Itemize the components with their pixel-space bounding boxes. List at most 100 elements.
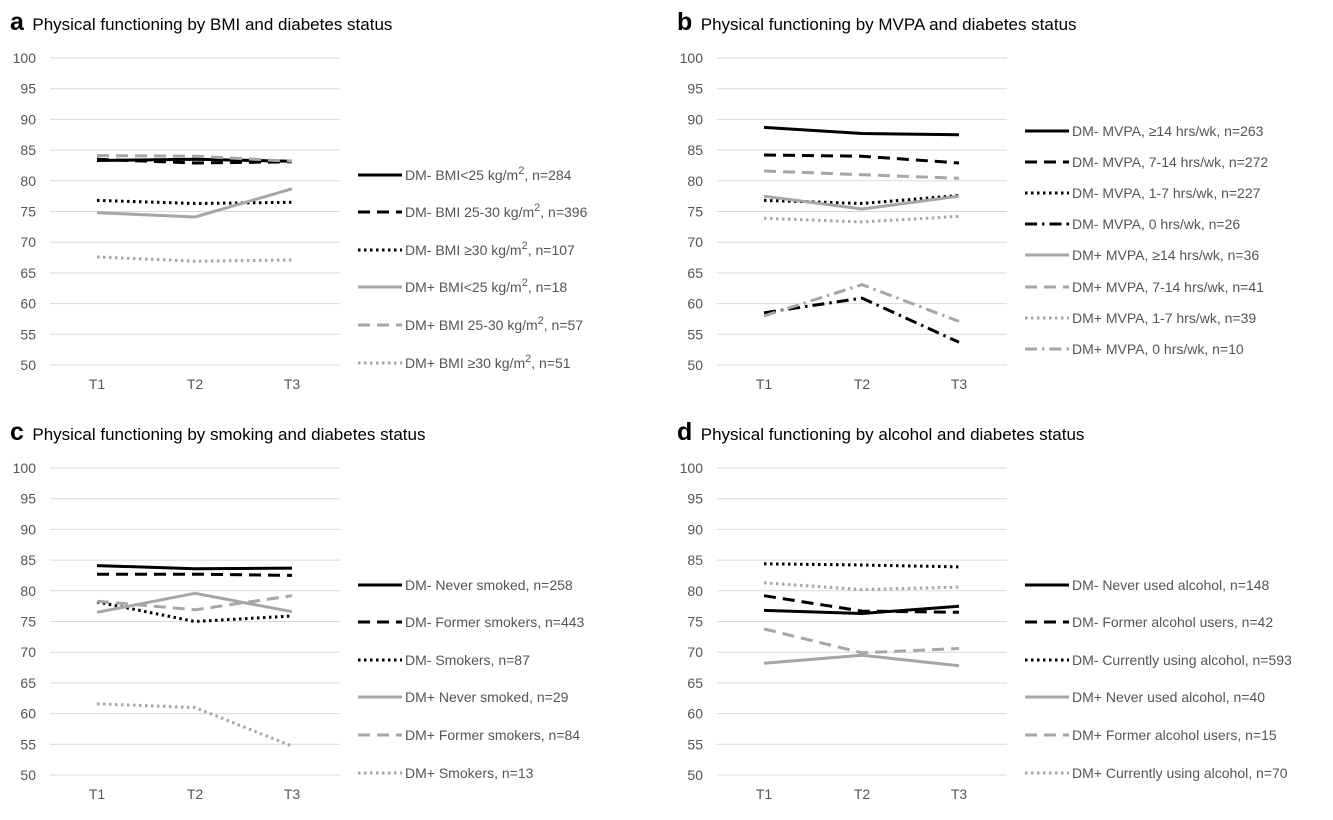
x-tick-label: T2	[854, 376, 871, 392]
series-line	[763, 627, 960, 655]
series-line	[763, 214, 960, 224]
y-tick-label: 100	[680, 460, 704, 476]
legend-item: DM- Former alcohol users, n=42	[1025, 614, 1273, 630]
series-line	[96, 594, 293, 612]
legend-item: DM+ Currently using alcohol, n=70	[1025, 765, 1288, 781]
legend-label: DM- BMI ≥30 kg/m2, n=107	[405, 240, 575, 258]
y-tick-label: 90	[687, 111, 703, 127]
y-tick-label: 75	[687, 614, 703, 630]
y-tick-label: 95	[20, 491, 36, 507]
chart-title: Physical functioning by smoking and diab…	[32, 425, 426, 444]
legend-label: DM+ MVPA, 1-7 hrs/wk, n=39	[1072, 310, 1256, 326]
x-tick-label: T2	[187, 786, 204, 802]
chart-title: Physical functioning by MVPA and diabete…	[700, 15, 1077, 34]
y-tick-label: 100	[13, 50, 37, 66]
y-tick-label: 55	[20, 326, 36, 342]
legend-label: DM+ BMI<25 kg/m2, n=18	[405, 277, 567, 295]
legend-item: DM- Never smoked, n=258	[358, 577, 573, 593]
y-tick-label: 80	[687, 173, 703, 189]
legend-label: DM- Never smoked, n=258	[405, 577, 573, 593]
legend-label: DM- MVPA, 0 hrs/wk, n=26	[1072, 216, 1240, 232]
series-line	[763, 125, 960, 137]
panel-heading: b Physical functioning by MVPA and diabe…	[677, 8, 1077, 37]
y-tick-label: 80	[20, 173, 36, 189]
legend-label: DM- Smokers, n=87	[405, 652, 530, 668]
legend-item: DM- MVPA, ≥14 hrs/wk, n=263	[1025, 123, 1264, 139]
legend-item: DM+ MVPA, 0 hrs/wk, n=10	[1025, 341, 1244, 357]
panel-letter: b	[677, 8, 693, 36]
legend-item: DM+ BMI ≥30 kg/m2, n=51	[358, 353, 571, 371]
y-tick-label: 85	[687, 552, 703, 568]
y-tick-label: 55	[20, 736, 36, 752]
series-line	[763, 283, 960, 323]
legend-item: DM+ MVPA, 7-14 hrs/wk, n=41	[1025, 279, 1264, 295]
y-tick-label: 100	[13, 460, 37, 476]
x-tick-label: T2	[187, 376, 204, 392]
y-tick-label: 75	[687, 204, 703, 220]
series-line	[97, 572, 293, 577]
legend-item: DM+ Former smokers, n=84	[358, 727, 580, 743]
x-tick-label: T3	[284, 376, 301, 392]
y-tick-label: 60	[20, 706, 36, 722]
legend-label: DM+ BMI ≥30 kg/m2, n=51	[405, 353, 571, 371]
panel-letter: d	[677, 418, 693, 446]
legend-item: DM- MVPA, 1-7 hrs/wk, n=227	[1025, 185, 1261, 201]
legend-item: DM+ MVPA, ≥14 hrs/wk, n=36	[1025, 247, 1259, 263]
y-tick-label: 65	[20, 265, 36, 281]
panel-heading: c Physical functioning by smoking and di…	[10, 418, 425, 447]
legend-item: DM- MVPA, 7-14 hrs/wk, n=272	[1025, 154, 1268, 170]
y-tick-label: 90	[20, 111, 36, 127]
x-tick-label: T1	[89, 376, 106, 392]
series-line	[96, 154, 293, 163]
legend-label: DM- Former smokers, n=443	[405, 614, 585, 630]
y-tick-label: 95	[20, 81, 36, 97]
x-tick-label: T2	[854, 786, 871, 802]
legend-label: DM- BMI<25 kg/m2, n=284	[405, 165, 572, 183]
chart-panel-a: a Physical functioning by BMI and diabet…	[0, 0, 666, 410]
y-tick-label: 60	[687, 296, 703, 312]
legend-label: DM+ Never used alcohol, n=40	[1072, 689, 1265, 705]
panel-letter: c	[10, 418, 24, 446]
y-tick-label: 95	[687, 491, 703, 507]
legend-label: DM+ Smokers, n=13	[405, 765, 534, 781]
legend-item: DM+ MVPA, 1-7 hrs/wk, n=39	[1025, 310, 1256, 326]
legend-item: DM- Smokers, n=87	[358, 652, 530, 668]
legend-label: DM+ MVPA, 0 hrs/wk, n=10	[1072, 341, 1244, 357]
y-tick-label: 95	[687, 81, 703, 97]
chart-title: Physical functioning by BMI and diabetes…	[32, 15, 393, 34]
series-line	[96, 187, 293, 219]
chart-panel-d: d Physical functioning by alcohol and di…	[667, 410, 1333, 820]
series-line	[763, 153, 960, 165]
x-tick-label: T1	[89, 786, 106, 802]
x-tick-label: T1	[756, 786, 773, 802]
panel-heading: a Physical functioning by BMI and diabet…	[10, 8, 392, 37]
y-tick-label: 55	[687, 326, 703, 342]
y-tick-label: 50	[687, 357, 703, 373]
y-tick-label: 80	[20, 583, 36, 599]
series-line	[763, 604, 960, 615]
y-tick-label: 80	[687, 583, 703, 599]
line-chart: 100 95 90 85 80 75 70 65 60 55 50 T1 T2 T3 DM- MVPA, ≥…	[680, 50, 1269, 392]
line-chart: 100 95 90 85 80 75 70 65 60 55 50 T1 T2 T3 DM- BMI<25 …	[13, 50, 588, 392]
legend-item: DM+ Smokers, n=13	[358, 765, 534, 781]
legend-item: DM- BMI ≥30 kg/m2, n=107	[358, 240, 575, 258]
series-line	[763, 169, 960, 180]
line-chart: 100 95 90 85 80 75 70 65 60 55 50 T1 T2 T3 DM- Never u…	[680, 460, 1292, 802]
panel-heading: d Physical functioning by alcohol and di…	[677, 418, 1084, 447]
legend-label: DM+ MVPA, 7-14 hrs/wk, n=41	[1072, 279, 1264, 295]
legend-label: DM- Currently using alcohol, n=593	[1072, 652, 1292, 668]
y-tick-label: 85	[20, 552, 36, 568]
series-line	[763, 562, 960, 569]
legend-label: DM+ BMI 25-30 kg/m2, n=57	[405, 315, 583, 333]
legend-item: DM- BMI<25 kg/m2, n=284	[358, 165, 572, 183]
series-line	[96, 157, 293, 165]
y-tick-label: 50	[20, 767, 36, 783]
legend-label: DM+ Currently using alcohol, n=70	[1072, 765, 1288, 781]
legend-item: DM+ BMI<25 kg/m2, n=18	[358, 277, 567, 295]
y-tick-label: 75	[20, 204, 36, 220]
series-line	[96, 591, 293, 614]
y-tick-label: 60	[687, 706, 703, 722]
legend-label: DM- BMI 25-30 kg/m2, n=396	[405, 202, 588, 220]
x-tick-label: T1	[756, 376, 773, 392]
legend-item: DM- BMI 25-30 kg/m2, n=396	[358, 202, 588, 220]
